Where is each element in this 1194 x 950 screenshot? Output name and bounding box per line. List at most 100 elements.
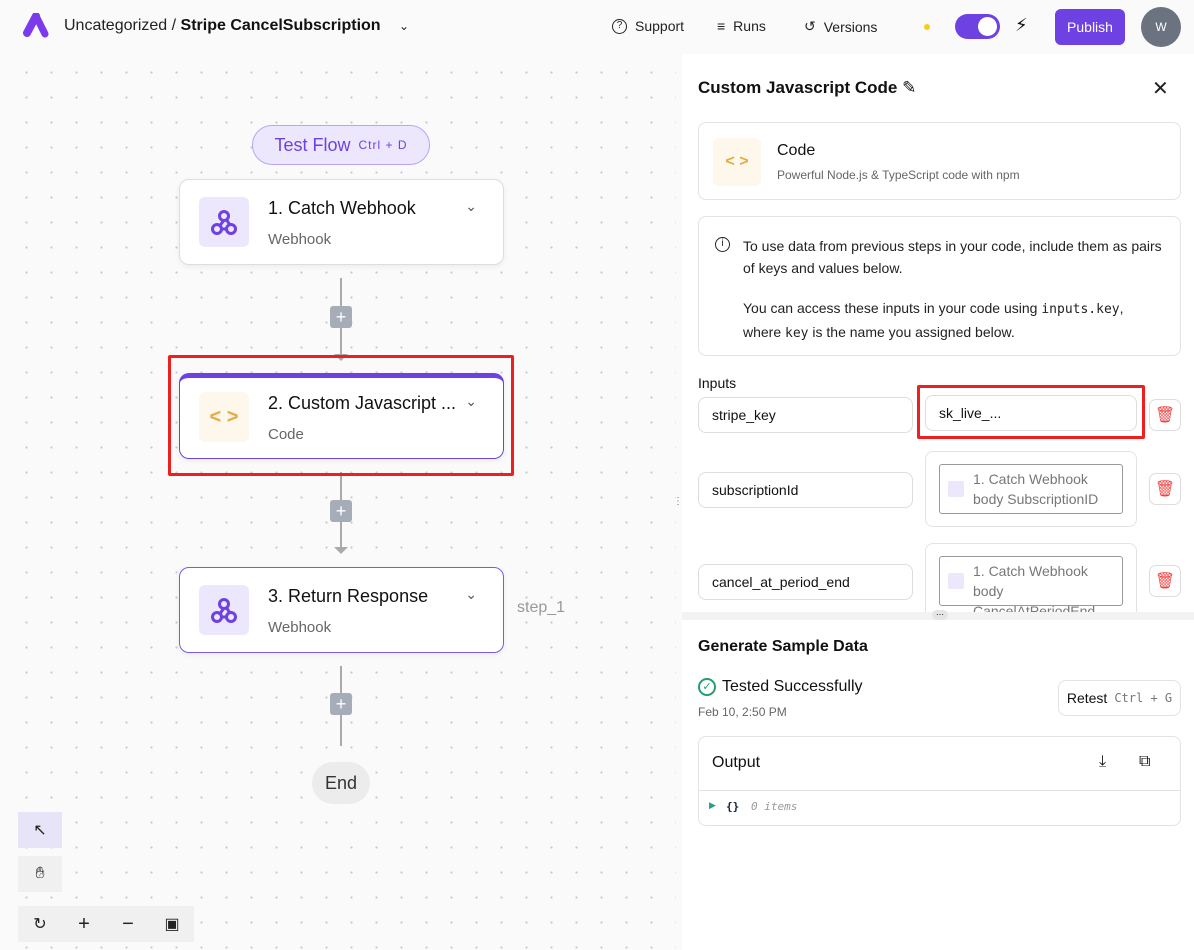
inline-code: key (785, 326, 809, 341)
delete-input-button[interactable]: 🗑︎ (1149, 565, 1181, 597)
fit-view-button[interactable]: ▣ (164, 916, 180, 933)
info-text-part: You can access these inputs in your code… (743, 300, 1042, 316)
info-text-2: You can access these inputs in your code… (743, 297, 1162, 345)
add-step-button[interactable]: + (330, 306, 352, 328)
piece-description: Powerful Node.js & TypeScript code with … (777, 168, 1020, 182)
add-step-button[interactable]: + (330, 500, 352, 522)
chip-text: 1. Catch Webhook body SubscriptionID (973, 471, 1099, 507)
delete-input-button[interactable]: 🗑︎ (1149, 399, 1181, 431)
step-node-custom-code[interactable]: < > 2. Custom Javascript ... Code ⌄ (179, 373, 504, 459)
code-icon: < > (713, 138, 761, 186)
data-reference-chip[interactable]: 1. Catch Webhook body SubscriptionID (939, 464, 1123, 514)
history-icon: ↺ (804, 18, 816, 34)
inline-code: inputs.key (1041, 302, 1120, 317)
add-step-button[interactable]: + (330, 693, 352, 715)
breadcrumb: Uncategorized / Stripe CancelSubscriptio… (64, 17, 409, 35)
info-icon: i (715, 237, 730, 252)
chevron-down-icon[interactable]: ⌄ (465, 586, 477, 602)
trash-icon: 🗑︎ (1154, 481, 1176, 498)
step-node-catch-webhook[interactable]: 1. Catch Webhook Webhook ⌄ (179, 179, 504, 265)
splitter-handle-icon[interactable]: ⋯ (932, 610, 948, 620)
runs-label: Runs (733, 18, 766, 34)
zoom-in-button[interactable]: + (78, 912, 90, 935)
step-title: 3. Return Response (268, 586, 429, 606)
piece-card: < > Code Powerful Node.js & TypeScript c… (698, 122, 1181, 200)
panel-title: Custom Javascript Code ✎ (698, 78, 916, 98)
breadcrumb-separator: / (171, 17, 177, 34)
zoom-toolbar: ↻ + − ▣ (18, 906, 194, 942)
info-text-part: is the name you assigned below. (808, 324, 1015, 340)
check-circle-icon: ✓ (698, 678, 716, 696)
test-flow-button[interactable]: Test Flow Ctrl + D (252, 125, 430, 165)
info-text-part: , where (743, 300, 1124, 340)
delete-input-button[interactable]: 🗑︎ (1149, 473, 1181, 505)
top-bar: Uncategorized / Stripe CancelSubscriptio… (0, 0, 1194, 54)
reset-view-button[interactable]: ↻ (33, 916, 47, 933)
output-label: Output (712, 754, 761, 771)
chevron-down-icon[interactable]: ⌄ (465, 393, 477, 409)
zoom-out-button[interactable]: − (122, 912, 134, 935)
json-braces: {} (726, 800, 740, 813)
expand-triangle-icon[interactable]: ▶ (709, 800, 716, 810)
retest-button[interactable]: Retest Ctrl + G (1058, 680, 1181, 716)
flow-enable-toggle[interactable] (955, 14, 1000, 39)
runs-button[interactable]: ≡ Runs (717, 18, 766, 34)
copy-icon[interactable]: ⧉ (1139, 753, 1151, 770)
info-box: i To use data from previous steps in you… (698, 216, 1181, 356)
versions-label: Versions (823, 18, 878, 35)
webhook-icon (199, 585, 249, 635)
trash-icon: 🗑︎ (1154, 573, 1176, 590)
input-value-field[interactable]: sk_live_... (925, 395, 1137, 431)
test-flow-shortcut: Ctrl + D (358, 138, 408, 152)
select-tool-button[interactable]: ↖ (18, 812, 62, 848)
resize-handle[interactable]: ⋮ (673, 496, 683, 507)
webhook-icon (199, 197, 249, 247)
piece-name: Code (777, 142, 816, 159)
input-key-field[interactable]: cancel_at_period_end (698, 564, 913, 600)
support-label: Support (635, 18, 685, 34)
flow-name[interactable]: Stripe CancelSubscription (180, 17, 381, 34)
step-node-return-response[interactable]: 3. Return Response Webhook ⌄ (179, 567, 504, 653)
support-button[interactable]: ? Support (612, 18, 684, 34)
step-subtitle: Code (268, 426, 304, 443)
chevron-down-icon[interactable]: ⌄ (399, 19, 410, 33)
step-subtitle: Webhook (268, 231, 332, 248)
step-subtitle: Webhook (268, 619, 332, 636)
help-circle-icon: ? (612, 18, 627, 34)
webhook-icon (948, 481, 964, 497)
avatar[interactable]: W (1141, 7, 1181, 47)
end-node: End (312, 762, 370, 804)
test-status: ✓ Tested Successfully (698, 678, 863, 696)
json-items-count: 0 items (751, 800, 798, 813)
test-timestamp: Feb 10, 2:50 PM (698, 705, 787, 719)
retest-shortcut: Ctrl + G (1114, 691, 1173, 705)
sample-data-title: Generate Sample Data (698, 638, 868, 655)
download-icon[interactable]: ⤓ (1099, 753, 1107, 770)
chevron-down-icon[interactable]: ⌄ (465, 198, 477, 214)
lightning-icon[interactable]: ⚡︎ (1015, 15, 1028, 35)
chip-text: 1. Catch Webhook body CancelAtPeriodEnd (973, 563, 1096, 619)
pan-tool-button[interactable]: ✋︎ (18, 856, 62, 892)
close-panel-button[interactable]: ✕ (1152, 78, 1169, 100)
list-icon: ≡ (717, 18, 726, 34)
input-key-field[interactable]: stripe_key (698, 397, 913, 433)
code-icon: < > (199, 392, 249, 442)
input-key-field[interactable]: subscriptionId (698, 472, 913, 508)
panel-title-text[interactable]: Custom Javascript Code (698, 78, 898, 97)
step-label: step_1 (517, 599, 566, 616)
breadcrumb-folder[interactable]: Uncategorized (64, 17, 168, 34)
trash-icon: 🗑︎ (1154, 407, 1176, 424)
data-reference-chip[interactable]: 1. Catch Webhook body CancelAtPeriodEnd (939, 556, 1123, 619)
step-title: 2. Custom Javascript ... (268, 393, 457, 413)
test-flow-label: Test Flow (274, 134, 351, 155)
inputs-label: Inputs (698, 375, 737, 391)
output-card: Output ⤓ ⧉ ▶ {} 0 items (698, 736, 1181, 826)
info-text: To use data from previous steps in your … (743, 238, 1162, 276)
publish-button[interactable]: Publish (1055, 9, 1125, 45)
status-text: Tested Successfully (722, 678, 863, 695)
step-title: 1. Catch Webhook (268, 198, 416, 218)
pencil-icon[interactable]: ✎ (902, 78, 917, 97)
app-logo[interactable] (22, 13, 50, 39)
pointer-icon: ↖ (33, 822, 47, 839)
versions-button[interactable]: ↺ Versions (804, 18, 877, 35)
